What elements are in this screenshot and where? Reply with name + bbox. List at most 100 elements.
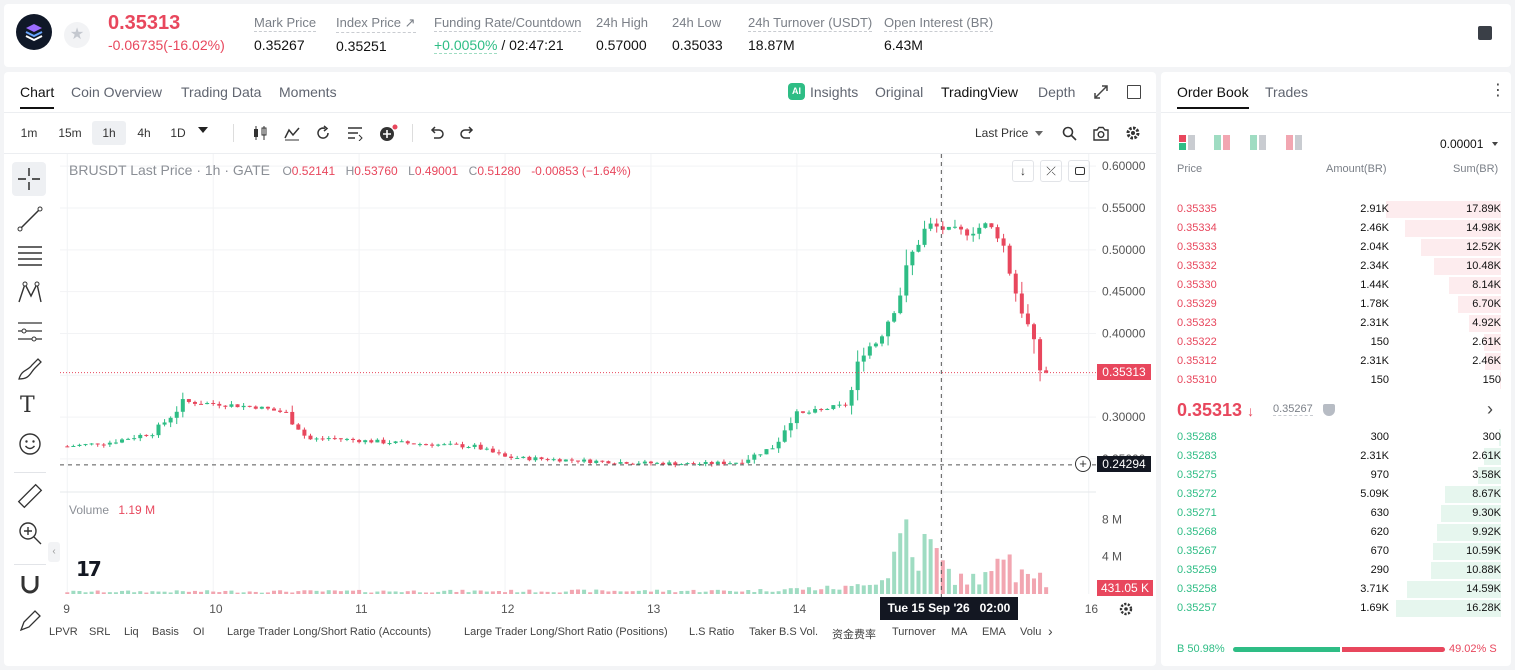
indicator-volume[interactable]: Volu bbox=[1020, 626, 1042, 638]
ask-row[interactable]: 0.35312 2.31K 2.46K bbox=[1161, 352, 1511, 371]
view-insights[interactable]: Insights bbox=[810, 84, 859, 100]
expand-icon[interactable] bbox=[1094, 85, 1108, 99]
favorite-star-icon[interactable]: ★ bbox=[64, 22, 90, 48]
indicator-lt-accounts[interactable]: Large Trader Long/Short Ratio (Accounts) bbox=[227, 626, 432, 638]
indicator-ma[interactable]: MA bbox=[951, 626, 968, 638]
notes-icon[interactable] bbox=[1478, 26, 1492, 40]
bid-row[interactable]: 0.35267 670 10.59K bbox=[1161, 542, 1511, 561]
emoji-icon[interactable] bbox=[16, 430, 44, 458]
price-mode-select[interactable]: Last Price bbox=[975, 126, 1029, 140]
tab-moments[interactable]: Moments bbox=[279, 84, 337, 100]
layout-bids-icon[interactable] bbox=[1250, 135, 1266, 150]
add-alert-icon[interactable]: + bbox=[1075, 456, 1091, 472]
indicator-scroll-right-icon[interactable]: › bbox=[1048, 623, 1053, 639]
undo-icon[interactable] bbox=[428, 125, 444, 141]
layout-asks-icon[interactable] bbox=[1286, 135, 1302, 150]
indicator-oi[interactable]: OI bbox=[193, 626, 205, 638]
zoom-in-icon[interactable] bbox=[16, 519, 44, 547]
layout-both-icon[interactable] bbox=[1179, 135, 1195, 150]
tab-coin-overview[interactable]: Coin Overview bbox=[71, 84, 163, 100]
bid-row[interactable]: 0.35271 630 9.30K bbox=[1161, 504, 1511, 523]
fib-retracement-icon[interactable] bbox=[16, 242, 44, 270]
indicator-srl[interactable]: SRL bbox=[89, 626, 111, 638]
precision-select[interactable]: 0.00001 bbox=[1440, 137, 1484, 151]
chevron-right-icon[interactable]: › bbox=[1487, 399, 1493, 419]
indicator-lt-positions[interactable]: Large Trader Long/Short Ratio (Positions… bbox=[464, 626, 668, 638]
collapse-pane-icon[interactable]: ⤫ bbox=[1040, 160, 1062, 182]
tf-15m[interactable]: 15m bbox=[58, 126, 82, 140]
bid-row[interactable]: 0.35258 3.71K 14.59K bbox=[1161, 580, 1511, 599]
candle-body bbox=[910, 251, 915, 266]
ask-row[interactable]: 0.35333 2.04K 12.52K bbox=[1161, 238, 1511, 257]
pencil-lock-icon[interactable] bbox=[16, 608, 44, 636]
indicator-taker-vol[interactable]: Taker B.S Vol. bbox=[749, 626, 819, 638]
price-chart[interactable]: 0.600000.550000.500000.450000.400000.350… bbox=[60, 154, 1156, 598]
price-mode-chevron-icon[interactable] bbox=[1035, 131, 1043, 136]
candle-type-icon[interactable] bbox=[252, 125, 268, 141]
ask-row[interactable]: 0.35329 1.78K 6.70K bbox=[1161, 295, 1511, 314]
coin-logo[interactable] bbox=[16, 14, 52, 50]
layout-mixed-icon[interactable] bbox=[1214, 135, 1230, 150]
ask-row[interactable]: 0.35310 150 150 bbox=[1161, 371, 1511, 390]
tab-chart[interactable]: Chart bbox=[20, 84, 55, 109]
indicators-icon[interactable] bbox=[284, 125, 300, 141]
bid-row[interactable]: 0.35288 300 300 bbox=[1161, 428, 1511, 447]
stat-index-price[interactable]: Index Price ↗ 0.35251 bbox=[336, 14, 416, 54]
indicator-ls-ratio[interactable]: L.S Ratio bbox=[689, 626, 735, 638]
indicator-liq[interactable]: Liq bbox=[124, 626, 139, 638]
ask-row[interactable]: 0.35334 2.46K 14.98K bbox=[1161, 219, 1511, 238]
tf-1d[interactable]: 1D bbox=[170, 126, 186, 140]
maximize-pane-icon[interactable] bbox=[1068, 160, 1090, 182]
ask-row[interactable]: 0.35332 2.34K 10.48K bbox=[1161, 257, 1511, 276]
bid-row[interactable]: 0.35259 290 10.88K bbox=[1161, 561, 1511, 580]
gear-icon[interactable] bbox=[1125, 125, 1141, 141]
ruler-icon[interactable] bbox=[16, 482, 44, 510]
precision-chevron-icon[interactable] bbox=[1492, 142, 1498, 146]
bid-row[interactable]: 0.35275 970 3.58K bbox=[1161, 466, 1511, 485]
brush-icon[interactable] bbox=[16, 355, 44, 383]
view-tradingview[interactable]: TradingView bbox=[941, 84, 1019, 100]
candle-body bbox=[533, 457, 538, 461]
bid-row[interactable]: 0.35283 2.31K 2.61K bbox=[1161, 447, 1511, 466]
indicator-turnover[interactable]: Turnover bbox=[892, 626, 936, 638]
indicator-lpvr[interactable]: LPVR bbox=[49, 626, 78, 638]
tab-order-book[interactable]: Order Book bbox=[1177, 84, 1249, 109]
ask-row[interactable]: 0.35322 150 2.61K bbox=[1161, 333, 1511, 352]
text-tool-icon[interactable]: T bbox=[20, 393, 35, 418]
ask-row[interactable]: 0.35323 2.31K 4.92K bbox=[1161, 314, 1511, 333]
volume-bar bbox=[448, 589, 453, 594]
view-depth[interactable]: Depth bbox=[1038, 84, 1076, 100]
bid-row[interactable]: 0.35272 5.09K 8.67K bbox=[1161, 485, 1511, 504]
tf-4h[interactable]: 4h bbox=[137, 126, 151, 140]
tab-trading-data[interactable]: Trading Data bbox=[181, 84, 262, 100]
trend-line-icon[interactable] bbox=[16, 205, 44, 233]
add-indicator-icon[interactable] bbox=[379, 124, 399, 142]
indicator-ema[interactable]: EMA bbox=[982, 626, 1006, 638]
indicator-basis[interactable]: Basis bbox=[152, 626, 179, 638]
replay-icon[interactable] bbox=[315, 125, 331, 141]
templates-icon[interactable] bbox=[347, 125, 363, 141]
bid-row[interactable]: 0.35257 1.69K 16.28K bbox=[1161, 599, 1511, 618]
more-options-icon[interactable]: ⋮ bbox=[1490, 82, 1506, 99]
collapse-toolbar-icon[interactable]: ‹ bbox=[48, 542, 60, 562]
time-settings-icon[interactable] bbox=[1118, 601, 1134, 617]
scroll-down-icon[interactable]: ↓ bbox=[1012, 160, 1034, 182]
redo-icon[interactable] bbox=[460, 125, 476, 141]
crosshair-tool[interactable] bbox=[12, 162, 46, 196]
pattern-icon[interactable] bbox=[16, 279, 44, 307]
window-mode-icon[interactable] bbox=[1127, 85, 1141, 99]
ask-row[interactable]: 0.35335 2.91K 17.89K bbox=[1161, 200, 1511, 219]
bid-row[interactable]: 0.35268 620 9.92K bbox=[1161, 523, 1511, 542]
timeframe-dropdown-icon[interactable] bbox=[198, 127, 208, 133]
indicator-funding[interactable]: 资金费率 bbox=[832, 628, 876, 641]
tf-1m[interactable]: 1m bbox=[20, 126, 38, 140]
camera-icon[interactable] bbox=[1093, 126, 1109, 141]
tf-1h[interactable]: 1h bbox=[92, 121, 126, 145]
tab-trades[interactable]: Trades bbox=[1265, 84, 1309, 100]
depth-bar bbox=[1407, 581, 1501, 598]
magnet-icon[interactable] bbox=[16, 570, 44, 598]
search-icon[interactable] bbox=[1062, 126, 1077, 141]
projection-icon[interactable] bbox=[16, 317, 44, 345]
view-original[interactable]: Original bbox=[875, 84, 924, 100]
ask-row[interactable]: 0.35330 1.44K 8.14K bbox=[1161, 276, 1511, 295]
